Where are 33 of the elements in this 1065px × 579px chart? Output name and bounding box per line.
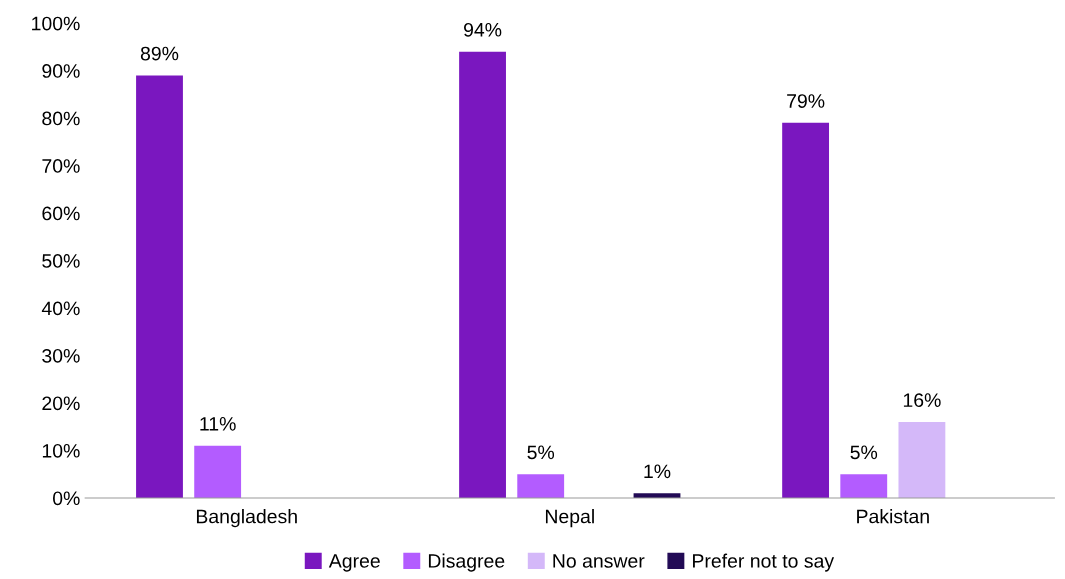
y-tick-label: 30%	[42, 348, 80, 363]
data-label: 5%	[850, 445, 878, 460]
bar	[136, 75, 183, 498]
y-tick-label: 50%	[42, 254, 80, 268]
bar	[782, 122, 830, 498]
data-label: 11%	[200, 417, 236, 431]
y-tick-label: 20%	[42, 396, 80, 411]
y-tick-label: 10%	[42, 443, 80, 458]
data-label: 5%	[527, 445, 555, 460]
y-tick-label: 90%	[42, 64, 80, 78]
data-label: 89%	[140, 46, 179, 61]
y-tick-label: 0%	[53, 491, 80, 506]
bar	[517, 474, 565, 498]
legend-label: Disagree	[428, 553, 505, 572]
x-tick-label: Pakistan	[857, 509, 929, 524]
legend-label: Agree	[328, 554, 380, 572]
x-tick-label: Bangladesh	[196, 509, 297, 528]
x-tick-label: Nepal	[545, 509, 594, 528]
data-label: 1%	[644, 464, 671, 479]
data-label: 79%	[787, 94, 825, 108]
bar	[459, 51, 506, 498]
y-tick-label: 40%	[41, 301, 80, 316]
legend-label: Prefer not to say	[693, 553, 835, 572]
data-label: 16%	[903, 393, 941, 408]
y-tick-label: 80%	[42, 111, 80, 126]
data-label: 94%	[464, 22, 502, 37]
bar	[898, 421, 946, 498]
y-tick-label: 100%	[32, 16, 80, 31]
bar	[194, 445, 242, 498]
bar	[840, 474, 888, 498]
y-tick-label: 70%	[42, 159, 80, 173]
y-tick-label: 60%	[42, 206, 80, 221]
legend-label: No answer	[553, 554, 645, 568]
